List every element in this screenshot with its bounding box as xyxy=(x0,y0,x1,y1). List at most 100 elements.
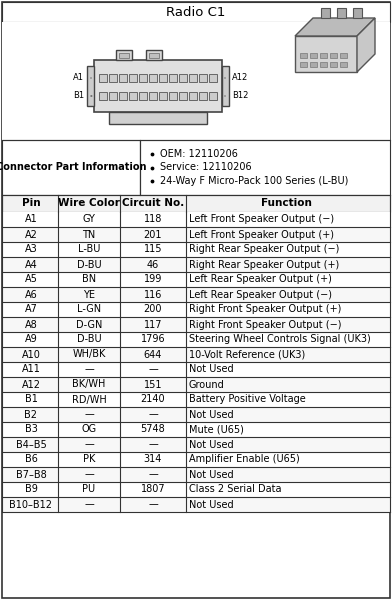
Text: Circuit No.: Circuit No. xyxy=(122,199,184,208)
Bar xyxy=(109,92,117,100)
Bar xyxy=(337,8,346,18)
Bar xyxy=(119,92,127,100)
Text: 314: 314 xyxy=(144,455,162,464)
Text: Mute (U65): Mute (U65) xyxy=(189,425,244,434)
Bar xyxy=(179,74,187,82)
Text: 200: 200 xyxy=(144,304,162,314)
Bar xyxy=(2,422,390,437)
Text: Not Used: Not Used xyxy=(189,409,234,419)
Text: RD/WH: RD/WH xyxy=(72,395,106,404)
Bar xyxy=(149,92,157,100)
Text: A6: A6 xyxy=(25,289,37,299)
Bar xyxy=(330,62,337,67)
Text: —: — xyxy=(148,409,158,419)
Text: TN: TN xyxy=(82,229,96,239)
Text: A5: A5 xyxy=(25,275,38,284)
Text: —: — xyxy=(84,499,94,509)
Text: Service: 12110206: Service: 12110206 xyxy=(160,163,252,173)
Text: A12: A12 xyxy=(232,73,248,82)
Text: —: — xyxy=(148,499,158,509)
Text: L-BU: L-BU xyxy=(78,245,100,254)
Bar xyxy=(2,392,390,407)
Bar xyxy=(94,60,222,112)
Text: —: — xyxy=(84,439,94,449)
Text: 10-Volt Reference (UK3): 10-Volt Reference (UK3) xyxy=(189,349,305,359)
Text: A7: A7 xyxy=(25,304,38,314)
Text: —: — xyxy=(84,409,94,419)
Bar xyxy=(199,74,207,82)
Bar xyxy=(2,377,390,392)
Text: Left Rear Speaker Output (−): Left Rear Speaker Output (−) xyxy=(189,289,332,299)
Bar xyxy=(2,2,390,22)
Text: —: — xyxy=(84,469,94,479)
Text: Right Rear Speaker Output (+): Right Rear Speaker Output (+) xyxy=(189,259,339,269)
Text: D-GN: D-GN xyxy=(76,319,102,329)
Text: A8: A8 xyxy=(25,319,37,329)
Text: B6: B6 xyxy=(25,455,38,464)
Bar xyxy=(2,212,390,227)
Text: 5748: 5748 xyxy=(141,425,165,434)
Bar xyxy=(320,53,327,58)
Bar xyxy=(146,50,162,60)
Text: Not Used: Not Used xyxy=(189,439,234,449)
Bar xyxy=(129,74,137,82)
Text: 115: 115 xyxy=(144,245,162,254)
Text: 116: 116 xyxy=(144,289,162,299)
Text: Right Rear Speaker Output (−): Right Rear Speaker Output (−) xyxy=(189,245,339,254)
Text: B1: B1 xyxy=(25,395,38,404)
Text: Left Front Speaker Output (+): Left Front Speaker Output (+) xyxy=(189,229,334,239)
Text: B12: B12 xyxy=(232,91,249,100)
Text: Not Used: Not Used xyxy=(189,469,234,479)
Text: —: — xyxy=(148,364,158,374)
Bar xyxy=(2,482,390,497)
Bar xyxy=(222,66,229,106)
Bar xyxy=(119,53,129,58)
Bar xyxy=(139,74,147,82)
Text: —: — xyxy=(148,469,158,479)
Text: 199: 199 xyxy=(144,275,162,284)
Bar xyxy=(159,92,167,100)
Text: Class 2 Serial Data: Class 2 Serial Data xyxy=(189,485,281,494)
Text: Not Used: Not Used xyxy=(189,499,234,509)
Bar xyxy=(99,74,107,82)
Bar xyxy=(300,53,307,58)
Bar xyxy=(189,74,197,82)
Text: 201: 201 xyxy=(144,229,162,239)
Text: A10: A10 xyxy=(22,349,40,359)
Text: D-BU: D-BU xyxy=(77,259,101,269)
Bar xyxy=(310,62,317,67)
Bar xyxy=(159,74,167,82)
Text: B1: B1 xyxy=(73,91,84,100)
Bar xyxy=(139,92,147,100)
Bar xyxy=(2,302,390,317)
Text: 118: 118 xyxy=(144,214,162,224)
Text: Left Rear Speaker Output (+): Left Rear Speaker Output (+) xyxy=(189,275,332,284)
Text: B7–B8: B7–B8 xyxy=(16,469,46,479)
Text: —: — xyxy=(84,364,94,374)
Bar xyxy=(2,140,140,195)
Bar xyxy=(149,53,159,58)
Bar xyxy=(109,112,207,124)
Text: —: — xyxy=(148,439,158,449)
Bar xyxy=(2,332,390,347)
Polygon shape xyxy=(295,36,357,72)
Bar xyxy=(2,195,390,212)
Text: Ground: Ground xyxy=(189,379,225,389)
Text: Not Used: Not Used xyxy=(189,364,234,374)
Text: 1807: 1807 xyxy=(141,485,165,494)
Polygon shape xyxy=(357,18,375,72)
Text: BK/WH: BK/WH xyxy=(72,379,106,389)
Bar xyxy=(2,407,390,422)
Bar xyxy=(2,287,390,302)
Text: Steering Wheel Controls Signal (UK3): Steering Wheel Controls Signal (UK3) xyxy=(189,335,371,344)
Text: 24-Way F Micro-Pack 100 Series (L-BU): 24-Way F Micro-Pack 100 Series (L-BU) xyxy=(160,176,348,186)
Bar xyxy=(2,362,390,377)
Text: PK: PK xyxy=(83,455,95,464)
Bar xyxy=(310,53,317,58)
Text: Right Front Speaker Output (−): Right Front Speaker Output (−) xyxy=(189,319,341,329)
Bar xyxy=(99,92,107,100)
Bar xyxy=(179,92,187,100)
Text: B3: B3 xyxy=(25,425,38,434)
Bar xyxy=(169,74,177,82)
Text: Connector Part Information: Connector Part Information xyxy=(0,163,146,173)
